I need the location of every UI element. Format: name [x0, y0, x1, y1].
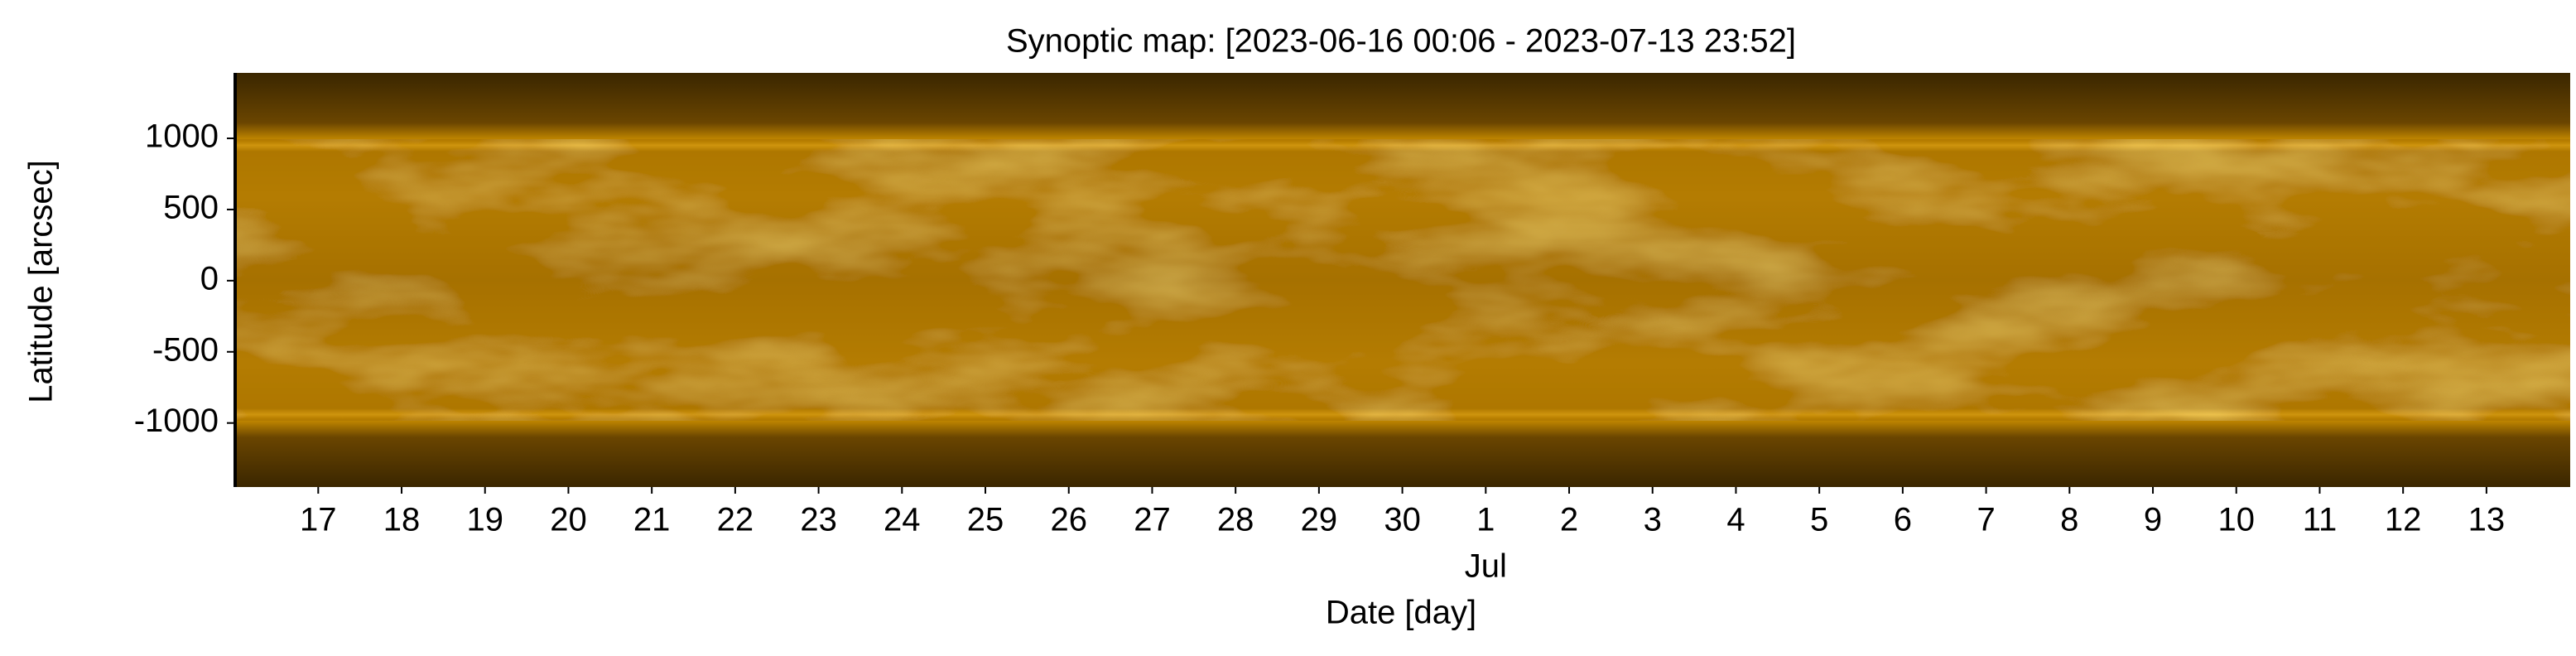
- x-tick-label: 11: [2303, 502, 2338, 538]
- x-tick-label: 30: [1384, 502, 1421, 538]
- x-tick-label: 12: [2385, 502, 2422, 538]
- x-tick-label: 3: [1644, 502, 1662, 538]
- x-tick-label: 18: [383, 502, 421, 538]
- x-tick-label: 9: [2144, 502, 2162, 538]
- x-tick-label: 8: [2060, 502, 2078, 538]
- x-tick-label: 25: [967, 502, 1004, 538]
- y-tick-label: 500: [163, 190, 219, 226]
- y-tick-label: 1000: [145, 118, 219, 155]
- x-tick-label: 29: [1301, 502, 1338, 538]
- y-tick-label: 0: [200, 260, 219, 297]
- x-tick-label: 7: [1977, 502, 1995, 538]
- x-tick-label: 22: [717, 502, 754, 538]
- x-tick-label: 20: [550, 502, 587, 538]
- x-tick-label: 27: [1134, 502, 1171, 538]
- x-tick-label: 17: [300, 502, 337, 538]
- y-axis-label: Latitude [arcsec]: [23, 160, 60, 403]
- y-tick-label: -1000: [134, 403, 219, 439]
- x-tick-label: 28: [1217, 502, 1254, 538]
- y-tick-label: -500: [152, 331, 219, 368]
- synoptic-texture: [235, 139, 2570, 421]
- x-tick-label: 4: [1726, 502, 1745, 538]
- x-tick-label: 24: [884, 502, 921, 538]
- x-tick-label: 23: [800, 502, 837, 538]
- x-tick-sublabel: Jul: [1465, 548, 1507, 585]
- x-tick-label: 6: [1894, 502, 1912, 538]
- x-tick-label: 2: [1560, 502, 1578, 538]
- x-tick-label: 5: [1810, 502, 1828, 538]
- x-tick-label: 1: [1476, 502, 1495, 538]
- x-tick-label: 10: [2217, 502, 2255, 538]
- x-tick-label: 19: [466, 502, 503, 538]
- x-tick-label: 26: [1050, 502, 1087, 538]
- x-tick-label: 21: [633, 502, 671, 538]
- chart-title: Synoptic map: [2023-06-16 00:06 - 2023-0…: [1006, 23, 1796, 60]
- x-axis-label: Date [day]: [1326, 595, 1476, 631]
- x-tick-label: 13: [2468, 502, 2506, 538]
